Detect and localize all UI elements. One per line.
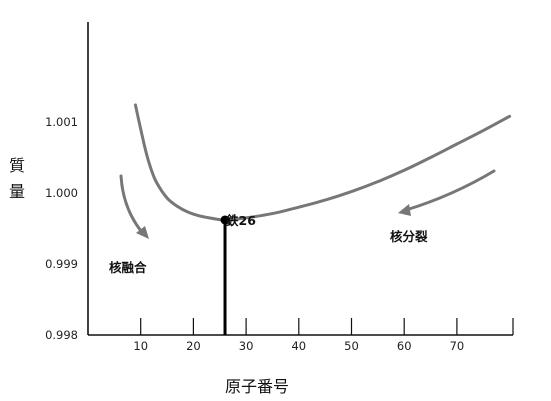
x-tick-label: 60 (397, 339, 412, 353)
arrows (119, 169, 496, 239)
annotation-fission: 核分裂 (390, 229, 428, 244)
y-tick-label: 0.998 (45, 328, 78, 342)
annotation-fusion: 核融合 (109, 260, 147, 275)
fission-arrowhead-icon (398, 204, 411, 216)
x-tick-label: 70 (450, 339, 465, 353)
y-tick-label: 1.000 (45, 186, 78, 200)
x-axis-title: 原子番号 (225, 377, 289, 396)
y-tick-label: 0.999 (45, 257, 78, 271)
x-tick-label: 30 (239, 339, 254, 353)
highlight-layer (220, 215, 230, 335)
iron-point (220, 215, 230, 225)
fusion-arrowhead-icon (136, 226, 149, 239)
x-tick-label: 10 (133, 339, 148, 353)
binding-curve-line (133, 103, 512, 222)
y-ticks: 0.998 0.999 1.000 1.001 (45, 115, 78, 342)
y-axis-title-char-1: 質 (9, 156, 25, 175)
x-tick-label: 40 (291, 339, 306, 353)
fusion-arrow-icon (119, 174, 143, 233)
axes (87, 22, 513, 336)
x-tick-label: 50 (344, 339, 359, 353)
fission-arrow-icon (404, 169, 496, 212)
x-ticks: 10 20 30 40 50 60 70 (133, 318, 514, 353)
iron-label: 鉄26 (226, 213, 256, 228)
x-tick-label: 20 (186, 339, 201, 353)
y-tick-label: 1.001 (45, 115, 78, 129)
series-layer (133, 103, 512, 222)
y-axis-title-char-2: 量 (9, 182, 25, 201)
